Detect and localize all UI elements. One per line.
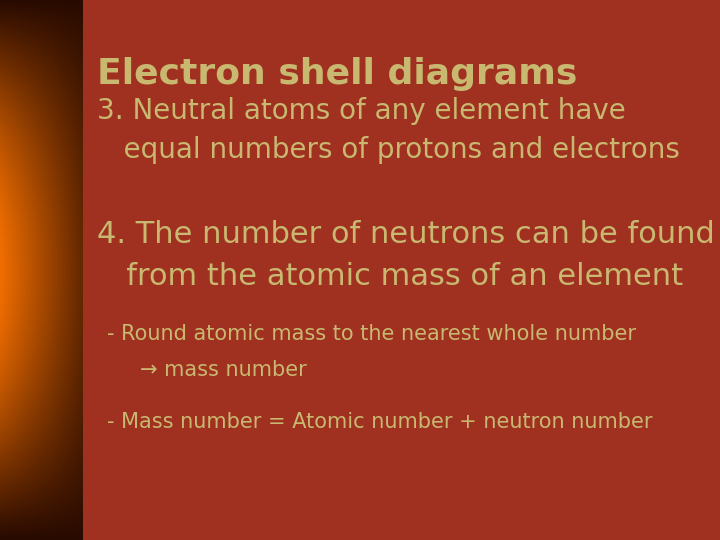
Text: from the atomic mass of an element: from the atomic mass of an element	[97, 262, 683, 291]
FancyBboxPatch shape	[83, 0, 720, 540]
Text: - Mass number = Atomic number + neutron number: - Mass number = Atomic number + neutron …	[107, 412, 652, 433]
Text: equal numbers of protons and electrons: equal numbers of protons and electrons	[97, 136, 680, 164]
Text: Electron shell diagrams: Electron shell diagrams	[97, 57, 577, 91]
Text: - Round atomic mass to the nearest whole number: - Round atomic mass to the nearest whole…	[107, 323, 636, 344]
Text: 4. The number of neutrons can be found: 4. The number of neutrons can be found	[97, 220, 715, 249]
Text: 3. Neutral atoms of any element have: 3. Neutral atoms of any element have	[97, 97, 626, 125]
Text: → mass number: → mass number	[140, 360, 307, 380]
